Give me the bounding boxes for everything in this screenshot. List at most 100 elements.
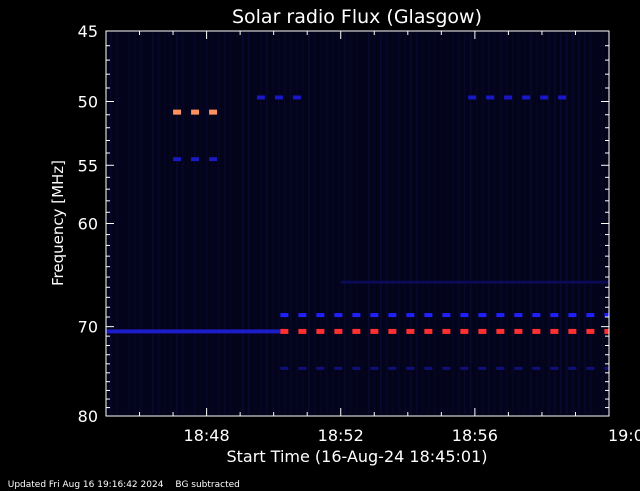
signal-dash: [191, 109, 200, 115]
noise-streak: [560, 33, 562, 414]
noise-streak: [392, 33, 394, 414]
noise-streak: [434, 33, 436, 414]
noise-streak: [416, 33, 418, 414]
noise-streak: [410, 33, 412, 414]
y-axis-label: Frequency [MHz]: [49, 160, 67, 286]
noise-streak: [308, 33, 310, 414]
signal-dash: [532, 366, 541, 370]
noise-streak: [578, 33, 580, 414]
x-tick-label: 18:56: [452, 426, 498, 445]
signal-dash: [514, 366, 523, 370]
y-tick-label: 55: [78, 156, 98, 175]
noise-streak: [440, 33, 442, 414]
signal-dash: [280, 313, 289, 318]
y-tick-label: 70: [78, 318, 98, 337]
signal-dash: [468, 95, 477, 100]
noise-streak: [512, 33, 514, 414]
signal-dash: [486, 95, 495, 100]
noise-streak: [488, 33, 490, 414]
noise-streak: [338, 33, 340, 414]
x-axis: 18:48 18:52 18:56 19:00: [105, 31, 640, 445]
noise-streak: [530, 33, 532, 414]
signal-dash: [424, 313, 433, 318]
y-tick-label: 60: [78, 215, 98, 234]
noise-streak: [404, 33, 406, 414]
noise-streak: [362, 33, 364, 414]
noise-streak: [170, 33, 172, 414]
noise-streak: [326, 33, 328, 414]
signal-dash: [514, 328, 523, 334]
chart-title: Solar radio Flux (Glasgow): [232, 6, 482, 28]
signal-dash: [406, 366, 415, 370]
noise-streak: [254, 33, 256, 414]
signal-dash: [496, 366, 505, 370]
noise-streak: [224, 33, 226, 414]
signal-dash: [280, 366, 289, 370]
noise-streak: [176, 33, 178, 414]
noise-streak: [380, 33, 382, 414]
noise-streak: [374, 33, 376, 414]
noise-streak: [428, 33, 430, 414]
noise-streak: [476, 33, 478, 414]
signal-dash: [504, 95, 513, 100]
noise-streak: [122, 33, 124, 414]
noise-streak: [398, 33, 400, 414]
noise-streak: [200, 33, 202, 414]
noise-streak: [242, 33, 244, 414]
noise-streak: [590, 33, 592, 414]
noise-streak: [212, 33, 214, 414]
background-note: BG subtracted: [175, 480, 240, 490]
footer: Updated Fri Aug 16 19:16:42 2024 BG subtr…: [2, 469, 252, 491]
y-axis: 45 50 55 60 70 80: [78, 22, 609, 426]
noise-streak: [422, 33, 424, 414]
spectrogram-chart: Solar radio Flux (Glasgow) 455055607080 …: [49, 6, 640, 466]
signal-dash: [478, 366, 487, 370]
x-axis-label: Start Time (16-Aug-24 18:45:01): [227, 447, 488, 466]
signal-dash: [388, 366, 397, 370]
signal-dash: [334, 366, 343, 370]
noise-streak: [314, 33, 316, 414]
signal-dash: [586, 328, 595, 334]
noise-streak: [134, 33, 136, 414]
signal-dash: [442, 328, 451, 334]
noise-streak: [218, 33, 220, 414]
noise-streak: [290, 33, 292, 414]
plot-background: [106, 31, 609, 416]
signal-dash: [316, 313, 325, 318]
y-tick-label: 45: [78, 22, 98, 41]
noise-streak: [116, 33, 118, 414]
signal-dash: [298, 313, 307, 318]
noise-streak: [194, 33, 196, 414]
signal-dash: [586, 313, 595, 318]
signal-dash: [173, 109, 182, 115]
signal-dash: [568, 366, 577, 370]
x-tick-label: 19:00: [608, 426, 640, 445]
noise-streak: [572, 33, 574, 414]
signal-dash: [478, 328, 487, 334]
noise-streak: [260, 33, 262, 414]
signal-dash: [298, 366, 307, 370]
signal-dash: [316, 328, 325, 334]
noise-streak: [164, 33, 166, 414]
signal-dash: [274, 95, 283, 100]
noise-streak: [266, 33, 268, 414]
noise-streak: [458, 33, 460, 414]
signal-dash: [334, 313, 343, 318]
signal-dash: [460, 366, 469, 370]
noise-streak: [356, 33, 358, 414]
signal-dash: [370, 366, 379, 370]
y-tick-label: 50: [78, 93, 98, 112]
noise-streak: [482, 33, 484, 414]
y-tick-label: 80: [78, 407, 98, 426]
noise-streak: [368, 33, 370, 414]
noise-streak: [506, 33, 508, 414]
signal-dash: [424, 328, 433, 334]
signal-band: [340, 280, 609, 284]
noise-streak: [140, 33, 142, 414]
signal-dash: [478, 313, 487, 318]
signal-dash: [424, 366, 433, 370]
noise-streak: [128, 33, 130, 414]
signal-dash: [370, 328, 379, 334]
noise-streak: [554, 33, 556, 414]
signal-dash: [604, 366, 609, 370]
